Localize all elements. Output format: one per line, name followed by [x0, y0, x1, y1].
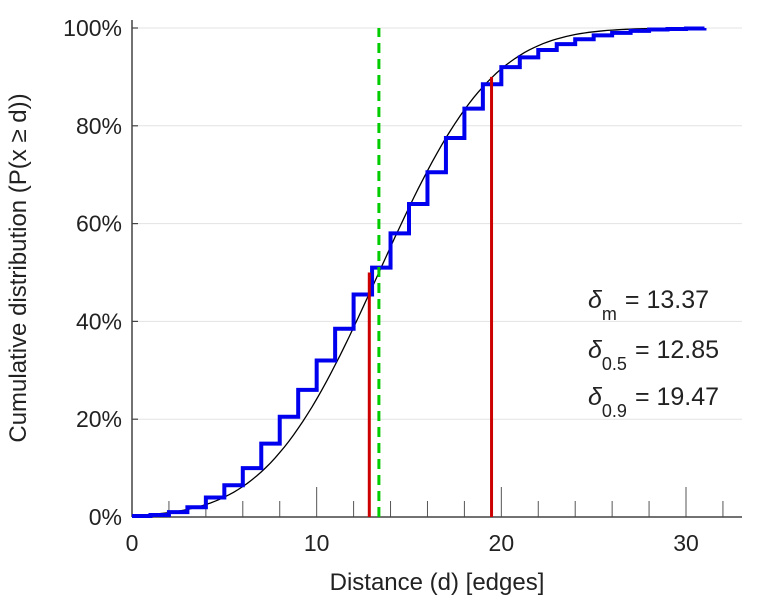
- x-tick-label: 30: [673, 530, 699, 556]
- x-axis-label: Distance (d) [edges]: [330, 569, 545, 596]
- y-tick-label: 80%: [76, 113, 122, 139]
- series-layer: [131, 26, 707, 519]
- empirical-step-curve: [132, 26, 707, 519]
- x-tick-label: 10: [304, 530, 330, 556]
- y-tick-label: 0%: [89, 504, 122, 530]
- minor-ticks: [131, 487, 724, 517]
- x-tick-label: 20: [489, 530, 515, 556]
- y-tick-label: 100%: [63, 15, 122, 41]
- grid-lines: [132, 27, 742, 518]
- annotation-3: δ0.9 = 19.47: [588, 383, 719, 421]
- y-tick-labels: 0% 20% 40% 60% 80% 100%: [63, 15, 122, 530]
- fitted-curve: [131, 27, 705, 517]
- annotation-1: δm = 13.37: [588, 286, 709, 324]
- annotation-2: δ0.5 = 12.85: [588, 336, 719, 374]
- axes: [131, 20, 742, 518]
- reference-lines: [367, 28, 494, 517]
- y-tick-label: 60%: [76, 211, 122, 237]
- y-tick-label: 20%: [76, 406, 122, 432]
- x-tick-label: 0: [126, 530, 139, 556]
- y-axis-label: Cumulative distribution (P(x ≥ d)): [5, 93, 32, 442]
- statistics-annotations: δm = 13.37 δ0.5 = 12.85 δ0.9 = 19.47: [588, 286, 719, 421]
- x-tick-labels: 0 10 20 30: [126, 530, 699, 556]
- y-tick-label: 40%: [76, 308, 122, 334]
